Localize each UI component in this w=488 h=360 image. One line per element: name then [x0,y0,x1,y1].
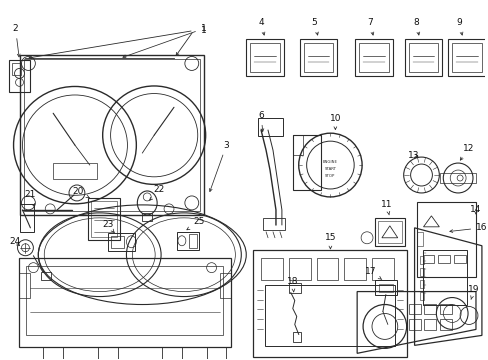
Bar [288,258,310,280]
Bar [303,42,333,72]
Bar [374,218,404,246]
Text: 1: 1 [122,24,206,58]
Bar [416,232,422,246]
Bar [88,198,119,240]
Bar [20,55,203,215]
Text: 9: 9 [455,18,462,35]
Bar [142,213,152,221]
Bar [419,268,424,276]
Bar [253,250,406,357]
Bar [299,39,337,76]
Bar [98,347,117,359]
Text: 17: 17 [365,267,381,279]
Bar [261,258,283,280]
Bar [416,202,475,276]
Bar [408,42,437,72]
Text: 6: 6 [258,111,264,131]
Bar [451,42,481,72]
Bar [292,135,320,190]
Bar [177,232,198,250]
Bar [371,258,393,280]
Bar [374,280,396,294]
Text: 3: 3 [209,141,229,192]
Bar [419,256,424,264]
Bar [24,59,199,211]
Text: 15: 15 [324,233,335,249]
Bar [453,255,465,263]
Text: 19: 19 [468,285,479,300]
Text: 7: 7 [366,18,373,35]
Bar [288,283,300,293]
Bar [206,347,226,359]
Bar [354,39,392,76]
Bar [377,221,401,243]
Bar [110,236,124,248]
Bar [439,173,475,183]
Text: 22: 22 [149,185,164,200]
Text: 23: 23 [102,220,114,232]
Text: 25: 25 [186,217,204,230]
Bar [422,255,433,263]
Bar [26,266,223,336]
Bar [292,332,300,342]
Bar [447,39,485,76]
Bar [264,285,394,346]
Bar [91,201,116,237]
Bar [439,319,451,330]
Bar [439,303,451,315]
Text: STOP: STOP [325,174,335,178]
Text: 5: 5 [311,18,318,35]
Bar [107,233,135,251]
Bar [53,163,97,179]
Bar [419,292,424,300]
Bar [162,347,182,359]
Text: 12: 12 [459,144,474,160]
Text: 24: 24 [9,237,20,246]
Bar [20,204,34,232]
Bar [250,42,279,72]
Text: 11: 11 [380,201,392,215]
Bar [424,319,435,330]
Text: 16: 16 [449,223,487,233]
Bar [246,39,284,76]
Bar [404,39,442,76]
Text: 1: 1 [201,26,206,35]
Bar [19,258,231,347]
Text: 21: 21 [25,190,36,206]
Bar [378,284,392,292]
Text: 13: 13 [407,150,419,159]
Text: 4: 4 [258,18,264,35]
Bar [422,250,466,305]
Text: START: START [324,167,336,171]
Bar [219,273,231,298]
Bar [263,218,285,230]
Bar [408,319,420,330]
Text: 20: 20 [72,188,89,198]
Text: ENGINE: ENGINE [322,160,337,164]
Text: 18: 18 [286,277,298,292]
Bar [424,303,435,315]
Text: 10: 10 [329,114,341,130]
Bar [358,42,388,72]
Bar [188,234,196,248]
Bar [9,60,30,92]
Bar [292,135,302,155]
Bar [41,272,51,280]
Bar [19,273,30,298]
Text: 14: 14 [469,206,481,215]
Bar [419,280,424,288]
Bar [437,255,449,263]
Bar [316,258,338,280]
Bar [344,258,366,280]
Bar [258,118,283,136]
Bar [12,63,21,75]
Bar [43,347,63,359]
Text: 2: 2 [13,24,20,57]
Text: 8: 8 [413,18,419,35]
Bar [408,303,420,315]
